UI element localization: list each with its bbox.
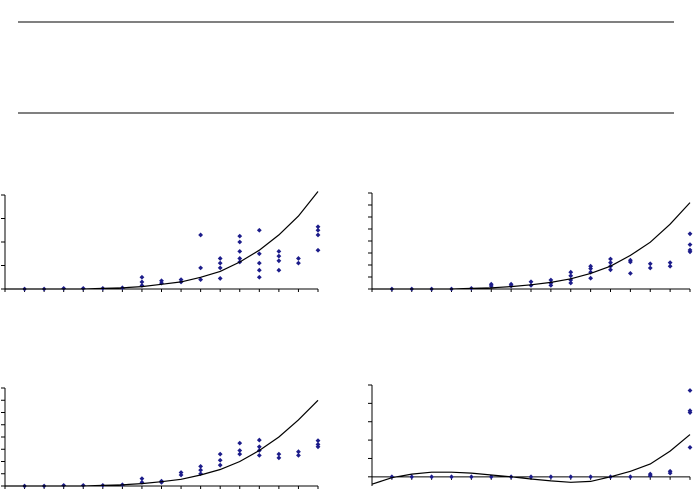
data-point — [256, 227, 262, 233]
data-point — [429, 474, 435, 480]
data-point — [198, 467, 204, 473]
data-point — [237, 448, 243, 453]
data-point — [237, 451, 243, 457]
data-point — [276, 267, 282, 273]
data-point — [409, 474, 415, 480]
data-point — [139, 279, 145, 285]
data-point — [296, 260, 301, 266]
fit-curve — [372, 202, 691, 290]
data-point — [687, 388, 693, 393]
data-point — [198, 232, 204, 238]
data-point — [647, 261, 653, 267]
data-point — [178, 470, 184, 475]
data-point — [588, 266, 594, 271]
data-point — [667, 470, 673, 476]
data-point — [548, 277, 554, 283]
data-point — [488, 283, 494, 289]
data-point — [276, 455, 282, 461]
data-point — [217, 276, 223, 281]
data-point — [198, 277, 204, 282]
data-point — [139, 476, 145, 482]
data-point — [296, 452, 301, 458]
data-point — [568, 280, 574, 286]
data-point — [468, 474, 474, 480]
data-point — [217, 265, 223, 271]
data-point — [647, 265, 653, 271]
data-point — [568, 277, 574, 283]
data-point — [237, 239, 243, 245]
data-point — [256, 260, 262, 266]
data-point — [315, 441, 321, 447]
data-point — [315, 444, 321, 450]
data-point — [687, 410, 693, 415]
data-point — [488, 474, 494, 480]
data-point — [667, 260, 673, 265]
data-point — [588, 275, 594, 281]
data-point — [276, 258, 282, 264]
data-point — [315, 438, 321, 444]
data-point — [256, 444, 262, 450]
data-point — [687, 242, 693, 247]
data-point — [217, 256, 223, 261]
data-point — [687, 445, 693, 450]
fit-curve — [5, 399, 319, 487]
data-point — [296, 256, 301, 261]
data-point — [237, 249, 243, 254]
data-point — [548, 474, 554, 480]
fit-curve — [5, 191, 319, 290]
data-point — [217, 457, 223, 463]
data-point — [237, 233, 243, 239]
data-point — [276, 451, 282, 457]
data-point — [237, 440, 243, 446]
data-point — [296, 449, 301, 455]
data-point — [256, 251, 262, 257]
data-point — [256, 267, 262, 273]
data-point — [608, 256, 613, 262]
data-point — [528, 474, 534, 480]
data-point — [178, 472, 184, 478]
data-point — [528, 279, 534, 285]
data-point — [608, 267, 613, 273]
data-point — [276, 253, 282, 259]
data-point — [256, 437, 262, 443]
data-point — [608, 260, 613, 265]
data-point — [315, 224, 321, 230]
data-point — [687, 249, 693, 255]
data-point — [198, 464, 204, 469]
data-point — [198, 471, 204, 477]
data-point — [315, 247, 321, 253]
data-point — [217, 451, 223, 457]
data-point — [61, 482, 67, 488]
data-point — [588, 474, 594, 480]
data-point — [315, 232, 321, 238]
data-point — [217, 260, 223, 266]
data-point — [667, 263, 673, 269]
data-point — [449, 474, 454, 480]
data-point — [159, 280, 164, 286]
data-point — [276, 249, 282, 254]
fit-curve — [371, 434, 691, 485]
data-point — [627, 474, 633, 480]
data-point — [198, 265, 204, 271]
data-point — [568, 269, 574, 275]
data-point — [217, 462, 223, 468]
data-point — [627, 271, 633, 276]
data-point — [568, 273, 574, 279]
data-point — [389, 474, 395, 480]
data-point — [315, 227, 321, 233]
data-point — [139, 274, 145, 280]
data-point — [687, 231, 693, 237]
data-point — [256, 452, 262, 458]
data-point — [568, 474, 574, 480]
data-point — [256, 274, 262, 280]
data-point — [647, 473, 653, 479]
data-point — [627, 259, 633, 265]
data-point — [548, 283, 554, 288]
data-point — [237, 256, 243, 261]
